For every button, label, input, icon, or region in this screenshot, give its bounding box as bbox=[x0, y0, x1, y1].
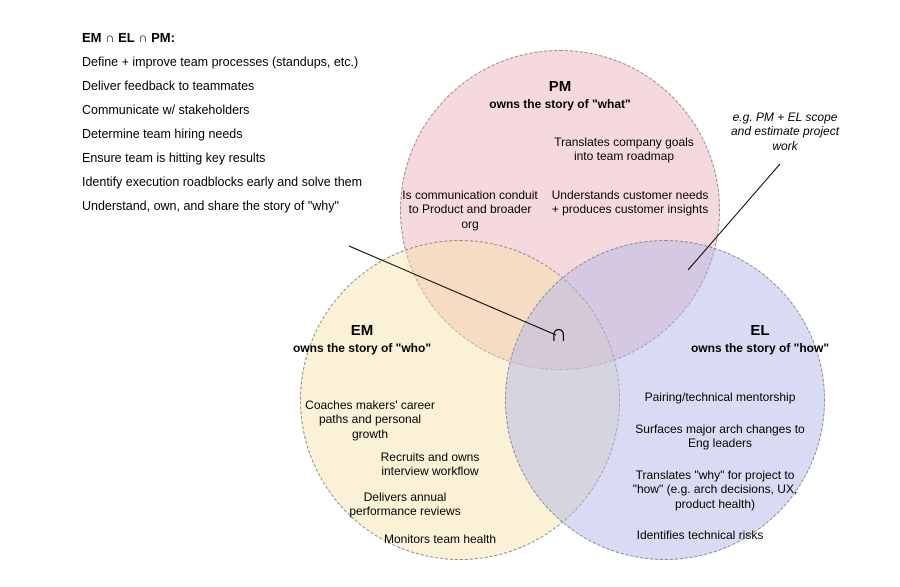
el-subtitle: owns the story of "how" bbox=[685, 341, 835, 356]
intersection-item: Ensure team is hitting key results bbox=[82, 151, 432, 165]
em-item: Coaches makers' career paths and persona… bbox=[305, 398, 435, 441]
pm-label: PM owns the story of "what" bbox=[460, 78, 660, 112]
intersection-item: Determine team hiring needs bbox=[82, 127, 432, 141]
intersection-item: Identify execution roadblocks early and … bbox=[82, 175, 432, 189]
annotation-pm-el: e.g. PM + EL scope and estimate project … bbox=[730, 110, 840, 153]
el-item: Translates "why" for project to "how" (e… bbox=[620, 468, 810, 511]
pm-title: PM bbox=[460, 78, 660, 97]
em-title: EM bbox=[287, 322, 437, 341]
em-item: Recruits and owns interview workflow bbox=[360, 450, 500, 479]
intersection-item: Understand, own, and share the story of … bbox=[82, 199, 432, 213]
pm-item: Translates company goals into team roadm… bbox=[549, 135, 699, 164]
el-item: Surfaces major arch changes to Eng leade… bbox=[635, 422, 805, 451]
em-item: Delivers annual performance reviews bbox=[330, 490, 480, 519]
em-item: Monitors team health bbox=[360, 532, 520, 546]
pm-subtitle: owns the story of "what" bbox=[460, 97, 660, 112]
intersection-symbol: ∩ bbox=[550, 321, 567, 348]
em-subtitle: owns the story of "who" bbox=[287, 341, 437, 356]
el-title: EL bbox=[685, 322, 835, 341]
intersection-item: Communicate w/ stakeholders bbox=[82, 103, 432, 117]
em-label: EM owns the story of "who" bbox=[287, 322, 437, 356]
el-item: Pairing/technical mentorship bbox=[630, 390, 810, 404]
intersection-item: Deliver feedback to teammates bbox=[82, 79, 432, 93]
el-label: EL owns the story of "how" bbox=[685, 322, 835, 356]
intersection-list: EM ∩ EL ∩ PM: Define + improve team proc… bbox=[82, 30, 432, 223]
intersection-item: Define + improve team processes (standup… bbox=[82, 55, 432, 69]
pm-item: Understands customer needs + produces cu… bbox=[550, 188, 710, 217]
el-item: Identifies technical risks bbox=[610, 528, 790, 542]
intersection-heading: EM ∩ EL ∩ PM: bbox=[82, 30, 432, 45]
